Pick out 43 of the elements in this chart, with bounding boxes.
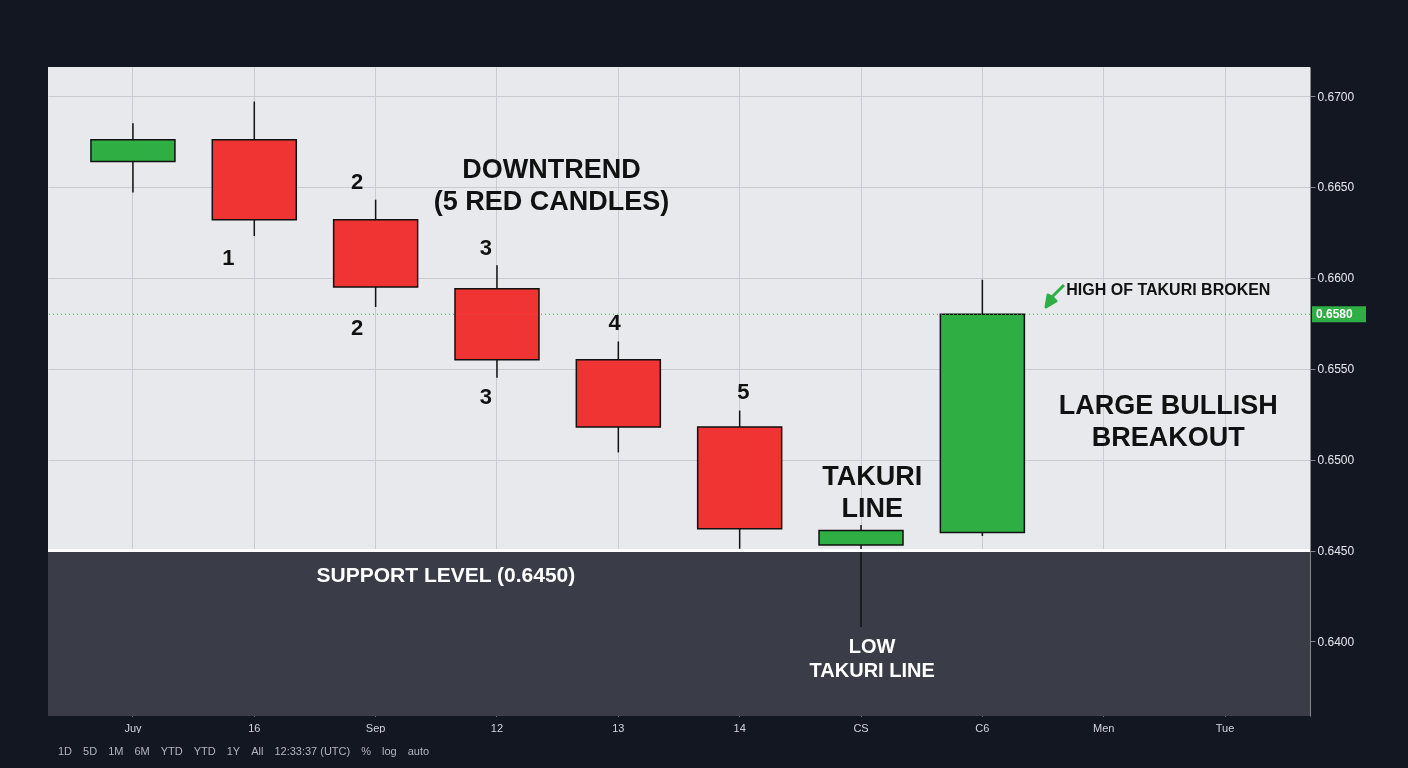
x-tick-label: Juy [124,721,142,734]
x-tick-label: Sep [365,721,386,734]
annotation: 3 [479,384,492,409]
annotation: LOW TAKURI LINE [809,635,935,681]
text: % [361,745,371,757]
text: 1Y [226,745,241,757]
annotation: 4 [608,310,622,335]
text: log [381,745,397,757]
text: 1M [108,745,124,757]
annotation: 2 [350,169,364,194]
annotation: HIGH OF TAKURI BROKEN [1066,281,1271,298]
annotation: 5 [737,379,750,404]
text: auto [407,745,430,757]
text: 12:33:37 (UTC) [274,745,351,757]
text: All [251,745,264,757]
x-tick-label: C6 [975,721,990,734]
annotation: DOWNTREND (5 RED CANDLES) [433,153,670,217]
x-tick-label: CS [853,721,869,734]
text: 5D [83,745,98,757]
y-tick-label: 0.6550 [1317,362,1355,377]
annotation: 3 [479,235,492,260]
x-tick-label: 14 [733,721,746,734]
y-tick-label: 0.6500 [1317,453,1355,468]
y-tick-label: 0.6700 [1317,89,1355,104]
text: YTD [160,745,183,757]
text: YTD [193,745,216,757]
y-tick-label: 0.6650 [1317,180,1355,195]
x-tick-label: 13 [612,721,625,734]
y-tick-label: 0.6400 [1317,634,1355,649]
annotation: 2 [350,315,364,340]
text: 1D [58,745,73,757]
annotation: 1 [222,245,235,270]
y-tick-label: 0.6450 [1317,544,1355,559]
text: 6M [134,745,150,757]
x-tick-label: 12 [490,721,504,734]
x-tick-label: Men [1093,721,1115,734]
x-tick-label: Tue [1215,721,1235,734]
ref-line-label: 0.6580 [1316,307,1354,322]
annotation: LARGE BULLISH BREAKOUT [1058,389,1278,453]
annotation: TAKURI LINE [822,460,923,524]
annotation: SUPPORT LEVEL (0.6450) [316,563,576,586]
y-tick-label: 0.6600 [1317,271,1355,286]
x-tick-label: 16 [248,721,261,734]
